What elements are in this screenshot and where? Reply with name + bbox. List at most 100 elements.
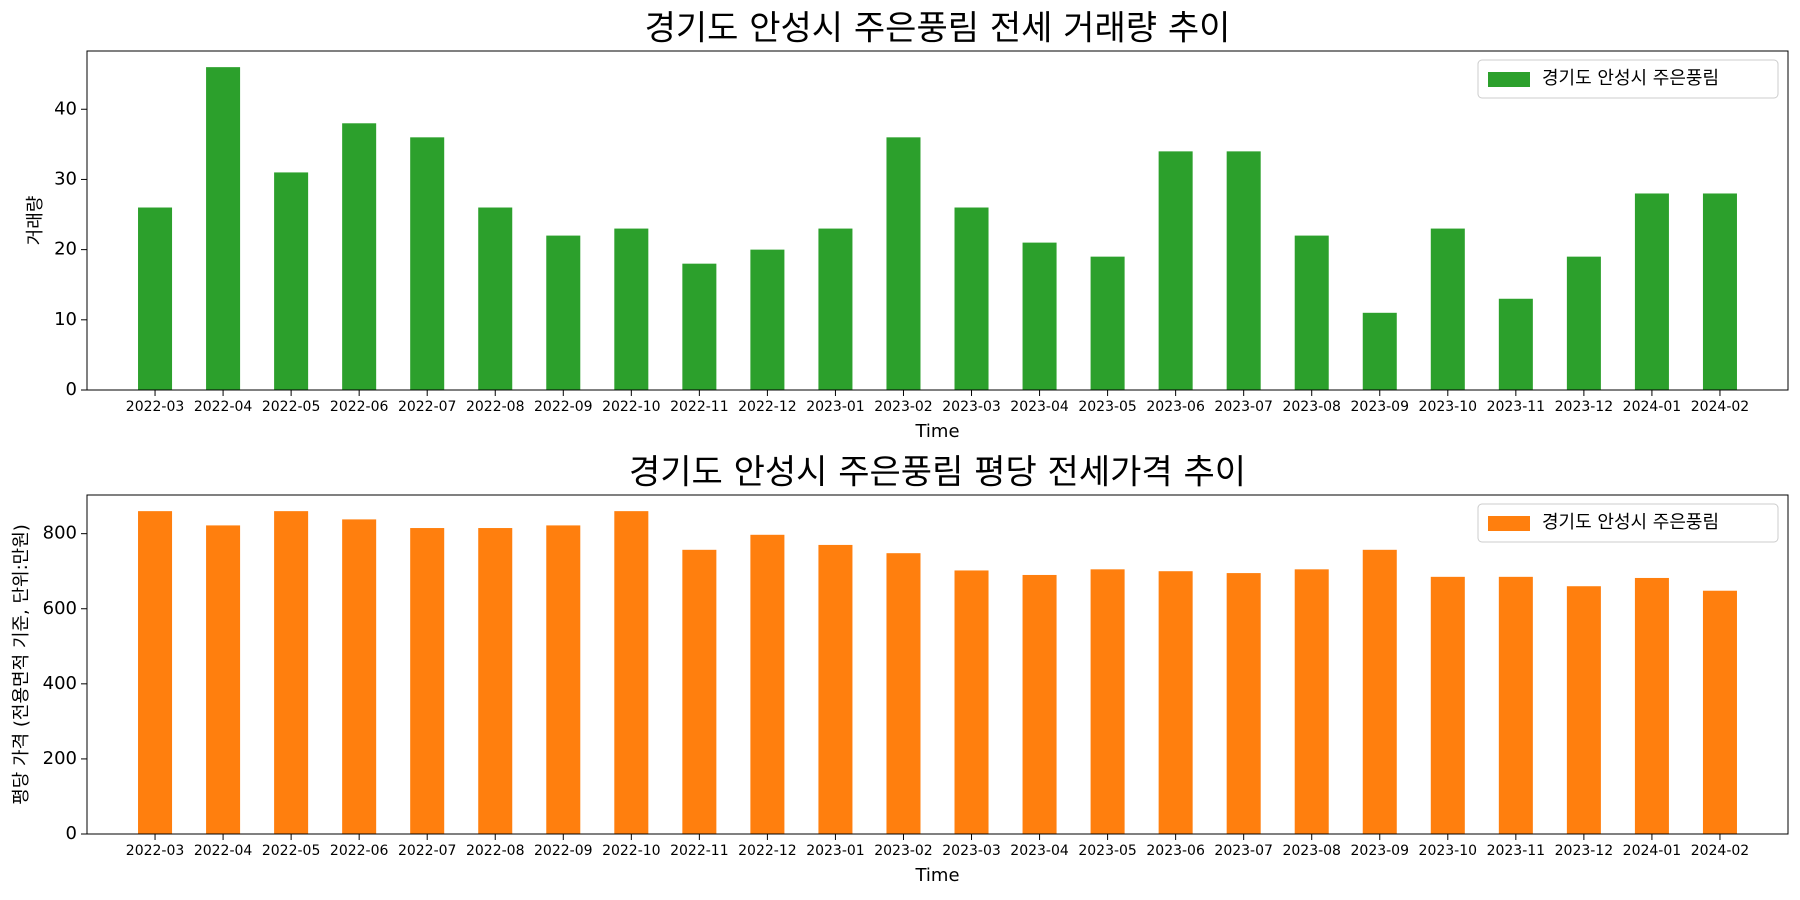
y-tick-label: 0 <box>66 379 77 400</box>
bar-2022-04 <box>206 67 241 391</box>
chart-title: 경기도 안성시 주은풍림 전세 거래량 추이 <box>645 9 1231 49</box>
bar-2022-03 <box>138 511 173 834</box>
chart-panel-1: 경기도 안성시 주은풍림 전세 거래량 추이 0 10 20 30 40 2022-03 20… <box>25 9 1789 442</box>
bar-2023-06 <box>1158 571 1193 834</box>
x-tick-label: 2022-07 <box>398 843 457 859</box>
x-tick-label: 2023-02 <box>874 399 933 415</box>
x-tick-label: 2022-12 <box>738 399 797 415</box>
bar-2023-09 <box>1362 312 1397 390</box>
y-tick-label: 800 <box>43 523 77 544</box>
bar-2023-08 <box>1294 569 1329 834</box>
bar-2022-10 <box>614 228 649 390</box>
x-tick-label: 2023-05 <box>1078 399 1137 415</box>
y-tick-label: 600 <box>43 598 77 619</box>
x-tick-label: 2023-09 <box>1351 399 1410 415</box>
bar-2023-07 <box>1226 573 1261 834</box>
x-tick-label: 2023-06 <box>1146 399 1205 415</box>
bar-2022-11 <box>682 263 717 390</box>
x-tick-label: 2023-11 <box>1487 399 1546 415</box>
x-tick-label: 2023-03 <box>942 399 1001 415</box>
bar-2022-12 <box>750 249 785 390</box>
x-tick-label: 2022-08 <box>466 843 525 859</box>
x-tick-label: 2022-05 <box>262 843 321 859</box>
y-tick-label: 30 <box>54 168 77 189</box>
y-tick-label: 400 <box>43 673 77 694</box>
x-tick-label: 2023-12 <box>1555 399 1614 415</box>
x-tick-label: 2022-04 <box>194 843 253 859</box>
bar-2023-01 <box>818 544 853 834</box>
legend-swatch <box>1488 516 1530 531</box>
legend-label: 경기도 안성시 주은풍림 <box>1542 512 1719 533</box>
x-tick-label: 2023-11 <box>1487 843 1546 859</box>
bar-2023-02 <box>886 553 921 834</box>
y-tick-label: 20 <box>54 239 77 260</box>
x-tick-label: 2022-11 <box>670 399 729 415</box>
bar-2023-09 <box>1362 549 1397 834</box>
bar-2023-10 <box>1430 576 1465 834</box>
x-tick-label: 2022-09 <box>534 399 593 415</box>
x-axis-label: Time <box>914 421 959 442</box>
x-tick-label: 2023-08 <box>1282 843 1341 859</box>
x-tick-label: 2023-04 <box>1010 843 1069 859</box>
x-tick-label: 2022-08 <box>466 399 525 415</box>
legend-box <box>1477 59 1779 99</box>
plot-frame <box>86 50 1789 391</box>
bar-2023-02 <box>886 137 921 390</box>
bar-2022-06 <box>342 519 377 834</box>
legend-swatch <box>1488 72 1530 87</box>
x-tick-label: 2024-02 <box>1691 399 1750 415</box>
bar-2022-07 <box>410 137 445 390</box>
bar-2023-07 <box>1226 151 1261 390</box>
bar-2023-05 <box>1090 569 1125 834</box>
x-tick-label: 2022-07 <box>398 399 457 415</box>
bar-2023-06 <box>1158 151 1193 390</box>
x-tick-label: 2023-12 <box>1555 843 1614 859</box>
x-tick-label: 2023-02 <box>874 843 933 859</box>
bar-2022-12 <box>750 534 785 834</box>
bar-2022-04 <box>206 525 241 834</box>
bar-2023-03 <box>954 570 989 834</box>
bar-2023-05 <box>1090 256 1125 390</box>
bar-2023-12 <box>1566 256 1601 390</box>
x-tick-label: 2023-09 <box>1351 843 1410 859</box>
bar-2023-01 <box>818 228 853 390</box>
x-tick-label: 2022-10 <box>602 399 661 415</box>
y-tick-label: 0 <box>66 823 77 844</box>
x-tick-label: 2023-05 <box>1078 843 1137 859</box>
x-tick-label: 2023-07 <box>1214 843 1273 859</box>
x-tick-label: 2023-01 <box>806 399 865 415</box>
x-tick-label: 2022-03 <box>126 399 185 415</box>
x-tick-label: 2022-06 <box>330 399 389 415</box>
y-axis-label: 평당 가격 (전용면적 기준, 단위:만원) <box>11 524 32 805</box>
bar-2024-02 <box>1702 590 1737 834</box>
bar-2023-11 <box>1498 576 1533 834</box>
y-axis-label: 거래량 <box>25 196 46 246</box>
bar-2024-01 <box>1634 577 1669 834</box>
x-tick-label: 2024-02 <box>1691 843 1750 859</box>
chart-panel-2: 경기도 안성시 주은풍림 평당 전세가격 추이 0 200 400 600 800 2022… <box>11 453 1789 886</box>
x-tick-label: 2023-10 <box>1419 843 1478 859</box>
x-tick-label: 2023-08 <box>1282 399 1341 415</box>
x-tick-label: 2023-10 <box>1419 399 1478 415</box>
bar-2022-05 <box>274 172 309 390</box>
bar-2022-09 <box>546 235 581 390</box>
bar-2022-05 <box>274 511 309 834</box>
x-tick-label: 2023-06 <box>1146 843 1205 859</box>
x-tick-label: 2022-11 <box>670 843 729 859</box>
plot-frame <box>86 494 1789 835</box>
bar-2022-06 <box>342 123 377 390</box>
x-tick-label: 2022-09 <box>534 843 593 859</box>
x-tick-label: 2023-03 <box>942 843 1001 859</box>
x-tick-label: 2023-07 <box>1214 399 1273 415</box>
x-tick-label: 2022-04 <box>194 399 253 415</box>
bar-2023-10 <box>1430 228 1465 390</box>
bar-2023-12 <box>1566 586 1601 834</box>
x-axis-label: Time <box>914 865 959 886</box>
bar-2022-03 <box>138 207 173 390</box>
bar-2022-08 <box>478 207 513 390</box>
x-tick-label: 2022-12 <box>738 843 797 859</box>
bar-2023-03 <box>954 207 989 390</box>
bar-2023-08 <box>1294 235 1329 390</box>
x-tick-label: 2022-10 <box>602 843 661 859</box>
